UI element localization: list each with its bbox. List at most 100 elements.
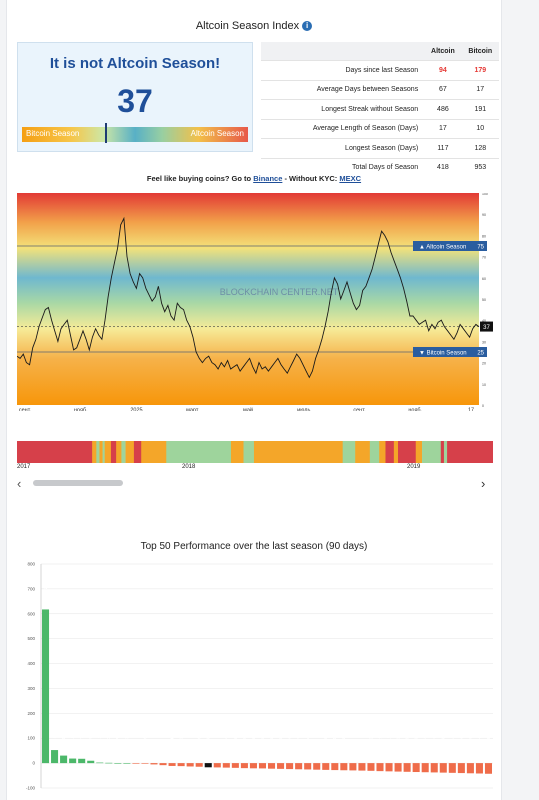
perf-bar[interactable] — [114, 763, 122, 764]
x-tick-label: май — [243, 407, 253, 412]
y-tick-label: 100 — [482, 193, 488, 196]
perf-bar[interactable] — [394, 763, 402, 772]
perf-bar[interactable] — [159, 763, 167, 766]
perf-bar[interactable] — [249, 763, 257, 769]
perf-bar[interactable] — [231, 763, 239, 768]
bitcoin-season-label: Bitcoin Season — [26, 129, 80, 138]
binance-link[interactable]: Binance — [253, 174, 283, 183]
perf-bar[interactable] — [78, 758, 86, 764]
x-tick-label: нояб. — [74, 408, 88, 412]
main-card: Altcoin Season Index i It is not Altcoin … — [6, 0, 502, 800]
altcoin-index-line-chart: BLOCKCHAIN CENTER.NET1009080706050403020… — [17, 193, 493, 411]
perf-bar[interactable] — [132, 763, 140, 764]
perf-bar[interactable] — [51, 750, 59, 764]
perf-bar[interactable] — [204, 763, 212, 768]
perf-bar[interactable] — [96, 762, 104, 764]
history-segment — [422, 441, 442, 463]
perf-bar[interactable] — [105, 762, 113, 764]
scroll-left-arrow[interactable]: ‹ — [17, 476, 22, 491]
index-title: Altcoin Season Index i — [7, 20, 501, 32]
perf-bar[interactable] — [430, 763, 438, 773]
perf-bar[interactable] — [385, 763, 393, 772]
stats-row-label: Longest Season (Days) — [261, 138, 425, 158]
perf-bar[interactable] — [484, 763, 493, 774]
perf-bar-label: BNB -5.2% — [151, 739, 156, 760]
perf-bar-label: PEPE -32.2% — [377, 734, 382, 760]
perf-bar[interactable] — [87, 760, 95, 764]
perf-bar-label: LEO -8.2% — [160, 739, 165, 760]
perf-bar[interactable] — [376, 763, 384, 772]
perf-bar[interactable] — [60, 755, 68, 764]
perf-y-tick: 700 — [27, 586, 35, 591]
scroll-right-arrow[interactable]: › — [481, 476, 486, 491]
perf-bar[interactable] — [457, 763, 465, 774]
perf-bar[interactable] — [222, 763, 230, 768]
history-segment — [104, 441, 112, 463]
perf-bar[interactable] — [367, 763, 375, 771]
perf-bar[interactable] — [177, 763, 185, 767]
perf-bar[interactable] — [439, 763, 447, 773]
perf-bar[interactable] — [286, 763, 294, 770]
stats-row: Average Length of Season (Days) 17 10 — [261, 118, 499, 139]
perf-bar[interactable] — [123, 763, 131, 764]
perf-bar[interactable] — [313, 763, 321, 770]
perf-bar[interactable] — [277, 763, 285, 769]
perf-bar[interactable] — [141, 763, 149, 764]
perf-bar[interactable] — [295, 763, 303, 770]
perf-bar[interactable] — [340, 763, 348, 771]
perf-bar[interactable] — [69, 758, 77, 764]
y-tick-label: 80 — [482, 234, 486, 238]
stats-row-label: Days since last Season — [261, 60, 425, 80]
x-tick-label: нояб. — [408, 408, 422, 412]
season-gauge-panel: It is not Altcoin Season! 37 Bitcoin Sea… — [17, 42, 253, 152]
perf-bar-label: XLM -20.9% — [251, 737, 256, 761]
info-icon[interactable]: i — [302, 21, 313, 32]
perf-bar[interactable] — [412, 763, 420, 773]
x-tick-label: сент. — [353, 408, 366, 412]
perf-bar[interactable] — [322, 763, 330, 770]
perf-bar[interactable] — [466, 763, 474, 774]
perf-y-tick: 200 — [27, 711, 35, 716]
perf-bar[interactable] — [258, 763, 267, 769]
history-segment — [398, 441, 417, 463]
gauge-marker — [104, 123, 107, 143]
perf-bar[interactable] — [150, 763, 158, 765]
perf-bar[interactable] — [304, 763, 312, 770]
stats-altcoin-value: 418 — [424, 157, 462, 177]
perf-bar[interactable] — [41, 609, 50, 764]
promo-prefix: Feel like buying coins? Go to — [146, 174, 254, 183]
perf-bar[interactable] — [403, 763, 411, 772]
threshold-value: 75 — [477, 244, 484, 250]
scrollbar-thumb[interactable] — [33, 480, 123, 486]
threshold-badge — [413, 347, 487, 357]
perf-bar-label: WLFI -40.9% — [468, 735, 473, 760]
history-segment — [133, 441, 142, 463]
perf-y-tick: 300 — [27, 686, 35, 691]
perf-bar-label: PUMP -42.8% — [486, 733, 491, 760]
perf-bar[interactable] — [267, 763, 276, 769]
y-tick-label: 10 — [482, 383, 486, 387]
perf-bar[interactable] — [421, 763, 429, 773]
perf-bar[interactable] — [186, 763, 194, 767]
perf-bar[interactable] — [349, 763, 357, 771]
perf-bar[interactable] — [213, 763, 221, 768]
stats-altcoin-value: 486 — [424, 99, 462, 119]
perf-bar[interactable] — [240, 763, 248, 769]
mexc-link[interactable]: MEXC — [339, 174, 362, 183]
threshold-value: 25 — [477, 350, 484, 356]
stats-bitcoin-value: 179 — [461, 60, 499, 80]
history-segment — [393, 441, 399, 463]
perf-bar-label: USDE +0.1% — [124, 735, 129, 760]
stats-header-bitcoin: Bitcoin — [461, 42, 499, 61]
stats-header-row: Altcoin Bitcoin — [261, 42, 499, 61]
perf-bar[interactable] — [475, 763, 483, 774]
history-segment — [243, 441, 255, 463]
perf-bar[interactable] — [331, 763, 339, 771]
perf-bar[interactable] — [195, 763, 203, 767]
perf-bar-label: LINK -20.2% — [242, 736, 247, 760]
perf-bar-label: USDC +0.1% — [115, 735, 120, 760]
perf-bar[interactable] — [448, 763, 456, 773]
history-segment — [110, 441, 117, 463]
perf-bar[interactable] — [168, 763, 176, 766]
perf-bar[interactable] — [358, 763, 366, 771]
